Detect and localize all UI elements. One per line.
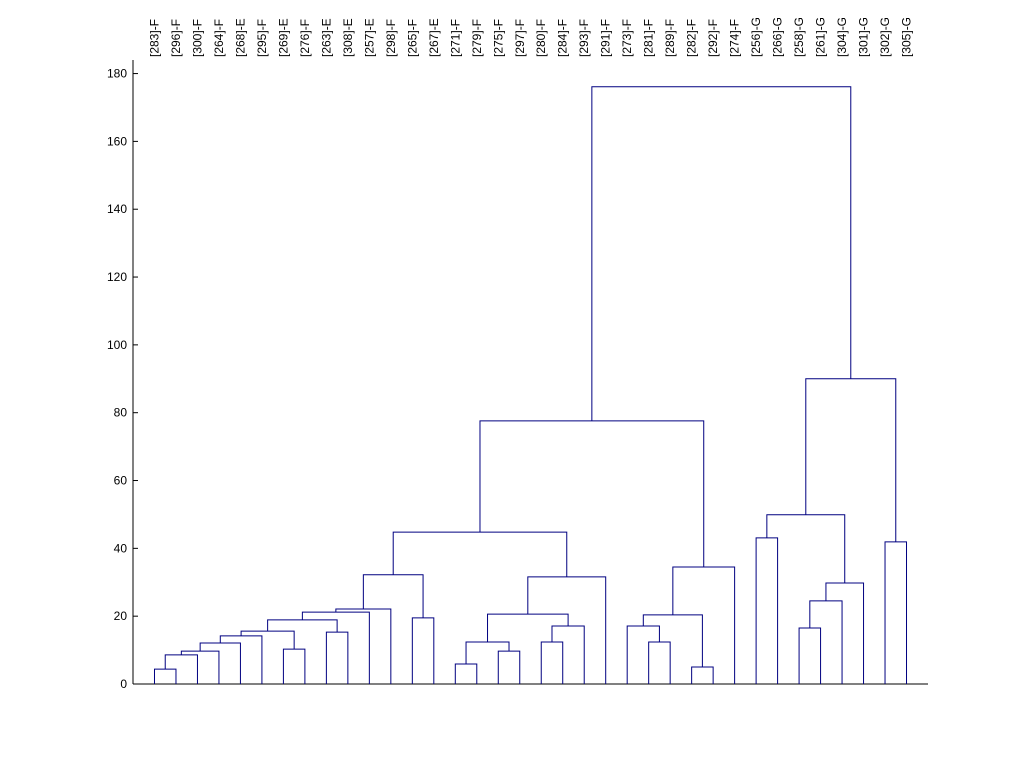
leaf-label: [266]-G	[771, 17, 785, 57]
leaf-label: [289]-F	[663, 19, 677, 57]
link	[551, 625, 585, 684]
y-tick-label: 60	[114, 474, 128, 488]
y-tick-label: 80	[114, 406, 128, 420]
leaf-label: [308]-E	[341, 18, 355, 57]
link	[465, 641, 510, 664]
leaf-label: [305]-G	[900, 17, 914, 57]
leaf-label: [280]-F	[534, 19, 548, 57]
y-tick-label: 120	[107, 270, 127, 284]
link	[626, 625, 660, 684]
leaf-label: [300]-F	[190, 19, 204, 57]
link	[282, 648, 306, 684]
y-tick-label: 40	[114, 541, 128, 555]
y-tick-label: 100	[107, 338, 127, 352]
leaf-label: [301]-G	[857, 17, 871, 57]
y-tick-label: 140	[107, 202, 127, 216]
leaf-label: [273]-F	[620, 19, 634, 57]
link	[755, 537, 779, 684]
y-tick-label: 20	[114, 609, 128, 623]
link	[164, 654, 198, 684]
link	[527, 576, 607, 684]
y-tick-label: 180	[107, 67, 127, 81]
leaf-label: [297]-F	[513, 19, 527, 57]
leaf-label: [257]-E	[362, 18, 376, 57]
leaf-label: [284]-F	[556, 19, 570, 57]
leaf-label: [274]-F	[728, 19, 742, 57]
link	[540, 641, 564, 684]
leaf-label: [264]-F	[212, 19, 226, 57]
leaf-label: [296]-F	[169, 19, 183, 57]
leaf-label: [269]-E	[276, 18, 290, 57]
leaf-label: [263]-E	[319, 18, 333, 57]
leaf-label: [279]-F	[470, 19, 484, 57]
leaf-label: [275]-F	[491, 19, 505, 57]
leaf-label: [261]-G	[814, 17, 828, 57]
link	[240, 630, 295, 650]
leaf-label: [271]-F	[448, 19, 462, 57]
leaf-label: [282]-F	[685, 19, 699, 57]
link	[392, 531, 568, 577]
y-tick-label: 160	[107, 134, 127, 148]
link	[411, 617, 435, 684]
leaf-label: [281]-F	[642, 19, 656, 57]
link	[219, 635, 263, 684]
leaf-label: [292]-F	[706, 19, 720, 57]
y-tick-label: 0	[120, 677, 127, 691]
link	[805, 378, 897, 542]
leaf-label: [302]-G	[878, 17, 892, 57]
link	[591, 86, 852, 421]
leaf-label: [268]-E	[233, 18, 247, 57]
leaf-label: [256]-G	[749, 17, 763, 57]
leaf-label: [295]-F	[255, 19, 269, 57]
leaf-label: [293]-F	[577, 19, 591, 57]
link	[766, 514, 846, 583]
leaf-label: [291]-F	[599, 19, 613, 57]
leaf-label: [267]-E	[427, 18, 441, 57]
leaf-label: [283]-F	[147, 19, 161, 57]
leaf-label: [298]-F	[384, 19, 398, 57]
leaf-label: [304]-G	[835, 17, 849, 57]
leaf-label: [265]-F	[405, 19, 419, 57]
leaf-label: [276]-F	[298, 19, 312, 57]
link	[648, 641, 671, 684]
link	[479, 420, 705, 567]
leaf-label: [258]-G	[792, 17, 806, 57]
